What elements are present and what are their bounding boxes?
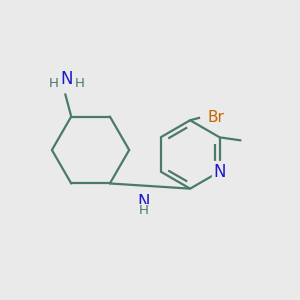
Text: N: N: [137, 193, 150, 211]
Text: Br: Br: [208, 110, 225, 125]
Text: N: N: [214, 163, 226, 181]
Text: H: H: [75, 77, 85, 90]
Text: H: H: [49, 77, 58, 90]
Text: N: N: [61, 70, 73, 88]
Text: H: H: [139, 204, 148, 218]
